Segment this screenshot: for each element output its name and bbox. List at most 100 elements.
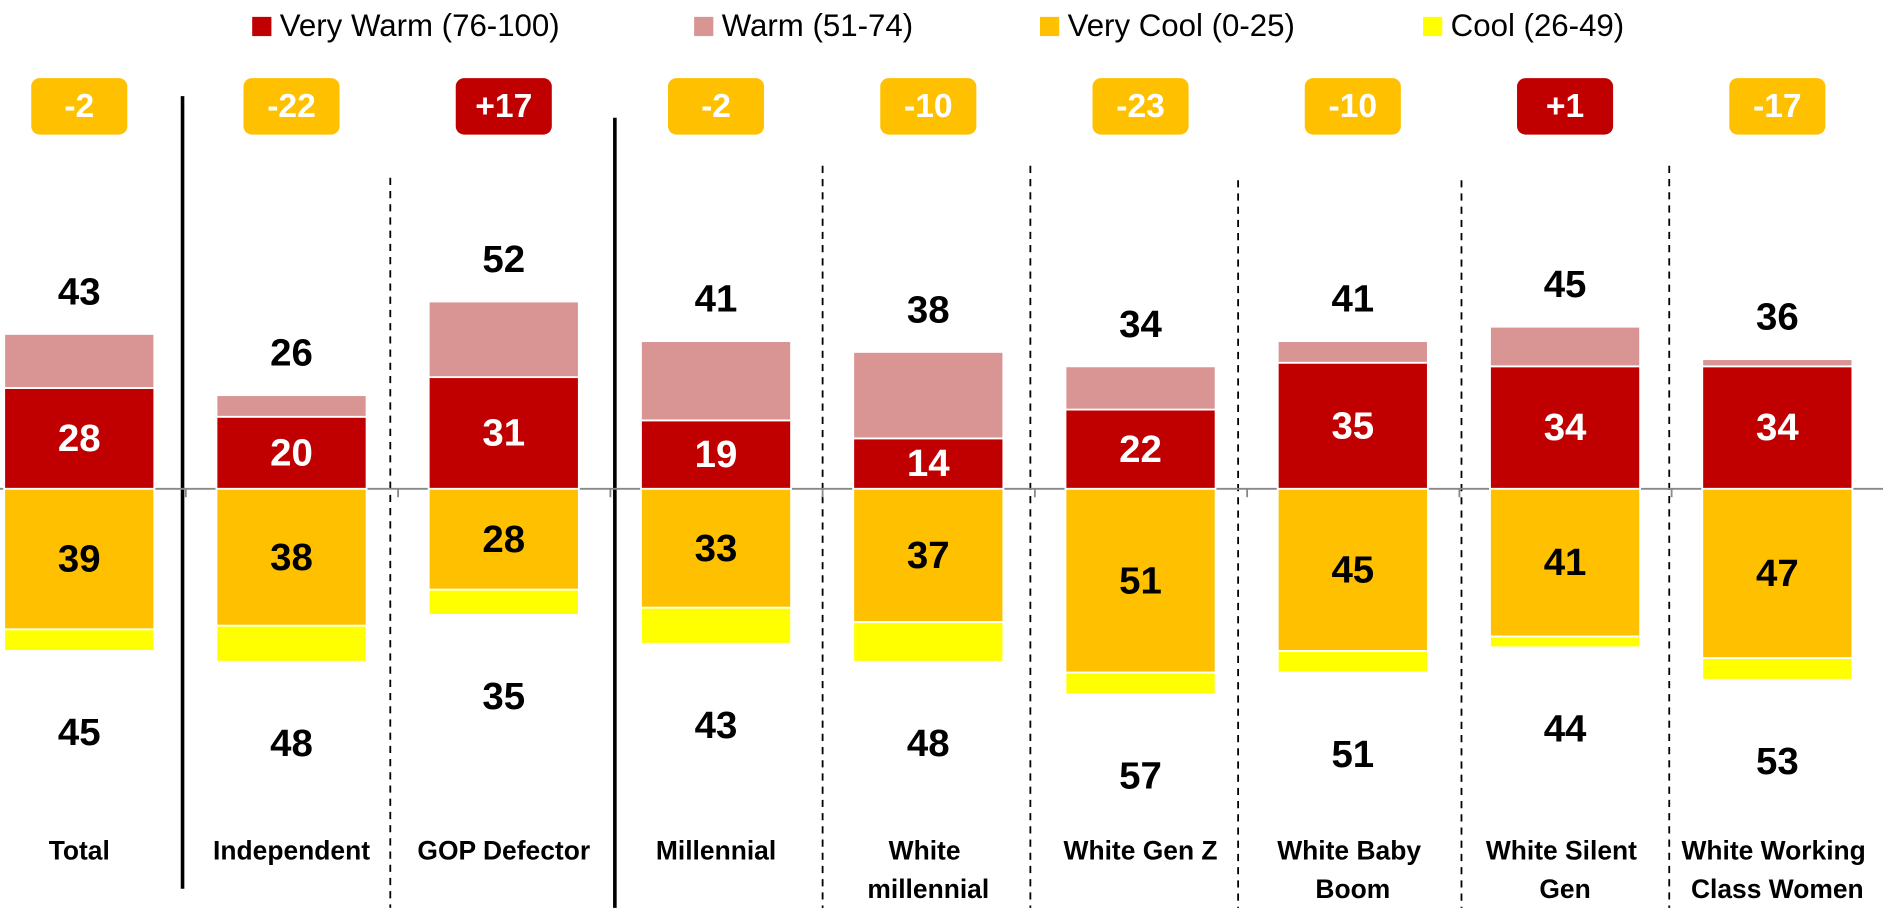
segment-label: 19 — [695, 433, 738, 476]
bar-segment — [215, 624, 368, 663]
net-label: +1 — [1546, 88, 1584, 125]
bar-segment — [427, 300, 580, 379]
segment-label: 33 — [695, 527, 738, 570]
bar-segment — [215, 415, 368, 490]
net-badge — [243, 78, 340, 135]
cool-total-label: 35 — [482, 675, 525, 718]
net-badge — [1517, 78, 1614, 135]
net-badge — [667, 78, 765, 135]
net-badge — [1092, 78, 1189, 135]
net-label: -22 — [267, 88, 316, 125]
net-badge — [455, 78, 552, 135]
net-label: -10 — [904, 88, 953, 125]
warm-total-label: 45 — [1544, 263, 1587, 306]
bar-segment — [3, 628, 156, 652]
legend-swatch — [1039, 16, 1060, 37]
net-label: +17 — [475, 88, 532, 125]
cool-total-label: 44 — [1544, 708, 1587, 751]
segment-label: 51 — [1119, 559, 1162, 602]
legend-swatch — [694, 16, 714, 37]
warm-total-label: 26 — [270, 332, 313, 375]
net-label: -23 — [1116, 88, 1165, 125]
category-label: GOP Defector — [417, 836, 590, 866]
segment-label: 47 — [1756, 552, 1799, 595]
legend-label: Very Warm (76-100) — [280, 8, 560, 43]
legend-swatch — [252, 16, 272, 37]
net-label: -10 — [1329, 88, 1378, 125]
segment-label: 14 — [907, 442, 950, 485]
category-label: Total — [49, 836, 110, 866]
net-label: -2 — [701, 88, 731, 125]
bar-segment — [640, 340, 792, 422]
cool-total-label: 48 — [907, 722, 950, 765]
segment-label: 45 — [1331, 548, 1374, 591]
net-badge — [1304, 78, 1401, 135]
legend-label: Warm (51-74) — [722, 8, 913, 43]
segment-label: 31 — [482, 412, 525, 455]
warm-total-label: 36 — [1756, 296, 1799, 339]
bar-segment — [3, 333, 156, 389]
bar-segment — [852, 351, 1005, 440]
bar-segment — [3, 387, 156, 490]
legend-label: Cool (26-49) — [1451, 8, 1625, 43]
cool-total-label: 51 — [1331, 733, 1374, 776]
warm-total-label: 43 — [58, 270, 101, 313]
warm-total-label: 52 — [482, 238, 525, 281]
segment-label: 20 — [270, 431, 313, 474]
category-label: White Silent Gen — [1486, 836, 1644, 904]
bar-segment — [1064, 408, 1217, 490]
bar-segment — [640, 419, 792, 490]
segment-label: 28 — [58, 417, 101, 460]
warm-total-label: 34 — [1119, 303, 1162, 346]
legend-label: Very Cool (0-25) — [1068, 8, 1295, 43]
segment-label: 22 — [1119, 428, 1162, 471]
category-label: White Working Class Women — [1681, 836, 1873, 904]
separators — [180, 96, 1671, 908]
net-badge — [1729, 78, 1826, 135]
bar-segment — [1276, 361, 1429, 490]
bar-segment — [427, 588, 580, 616]
bar-segment — [1489, 635, 1642, 649]
segment-label: 37 — [907, 534, 950, 577]
segment-label: 41 — [1544, 541, 1587, 584]
bar-segment — [1064, 487, 1217, 674]
cool-total-label: 53 — [1756, 740, 1799, 783]
bar-segment — [1701, 365, 1854, 490]
bar-segment — [1276, 487, 1429, 652]
cool-total-label: 57 — [1119, 754, 1162, 797]
bar-segment — [1489, 487, 1642, 638]
segment-label: 34 — [1756, 406, 1799, 449]
net-label: -2 — [64, 88, 94, 125]
bar-segment — [427, 376, 580, 490]
legend-swatch — [1423, 16, 1443, 37]
bar-segment — [1489, 325, 1642, 368]
segment-label: 28 — [482, 518, 525, 561]
cool-total-label: 48 — [270, 722, 313, 765]
net-badge — [31, 78, 128, 135]
bar-segment — [1701, 657, 1854, 681]
warm-total-label: 41 — [1331, 278, 1374, 321]
segment-label: 34 — [1544, 406, 1587, 449]
bar-segment — [1701, 487, 1854, 660]
warm-total-label: 38 — [907, 288, 950, 331]
bar-segment — [215, 394, 368, 418]
bar-segment — [1064, 671, 1217, 696]
bar-segment — [1276, 650, 1429, 674]
bar-segment — [640, 487, 792, 609]
bar-segment — [1701, 358, 1854, 368]
net-badge — [880, 78, 977, 135]
bar-segment — [852, 487, 1005, 624]
category-label: Independent — [213, 836, 370, 866]
bar-segment — [427, 487, 580, 591]
segment-label: 35 — [1331, 404, 1374, 447]
category-label: White Baby Boom — [1277, 836, 1428, 904]
cool-total-label: 43 — [695, 704, 738, 747]
bar-segment — [3, 487, 156, 631]
net-label: -17 — [1753, 88, 1802, 125]
bar-segment — [215, 487, 368, 627]
segment-label: 39 — [58, 538, 101, 581]
bar-segment — [1489, 365, 1642, 490]
category-label: White millennial — [867, 836, 989, 904]
bar-segment — [1276, 340, 1429, 364]
